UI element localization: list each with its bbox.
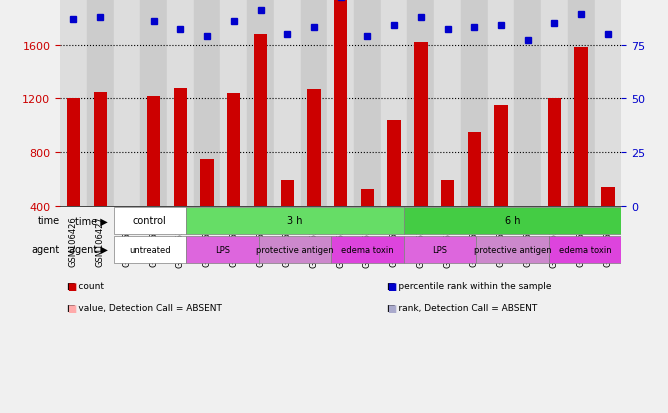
Text: 3 h: 3 h bbox=[287, 216, 303, 226]
Text: protective antigen: protective antigen bbox=[474, 245, 551, 254]
Bar bbox=[514, 0, 541, 206]
Text: edema toxin: edema toxin bbox=[558, 245, 611, 254]
Bar bbox=[568, 0, 595, 206]
Text: LPS: LPS bbox=[215, 245, 230, 254]
Bar bbox=[494, 106, 508, 206]
Bar bbox=[334, 0, 347, 206]
Bar bbox=[94, 93, 107, 206]
Text: ■: ■ bbox=[387, 304, 397, 313]
Text: 6 h: 6 h bbox=[505, 216, 520, 226]
Bar bbox=[274, 0, 301, 206]
Bar bbox=[247, 0, 274, 206]
FancyBboxPatch shape bbox=[476, 237, 548, 263]
Bar bbox=[87, 0, 114, 206]
Bar bbox=[147, 97, 160, 206]
FancyBboxPatch shape bbox=[259, 237, 331, 263]
Bar bbox=[441, 181, 454, 206]
FancyBboxPatch shape bbox=[186, 208, 403, 234]
FancyBboxPatch shape bbox=[114, 237, 186, 263]
Bar bbox=[574, 48, 588, 206]
Text: ■ rank, Detection Call = ABSENT: ■ rank, Detection Call = ABSENT bbox=[387, 304, 538, 313]
Bar bbox=[595, 0, 621, 206]
FancyBboxPatch shape bbox=[403, 208, 621, 234]
FancyBboxPatch shape bbox=[403, 237, 476, 263]
Text: ■: ■ bbox=[67, 281, 76, 291]
Bar bbox=[114, 0, 140, 206]
Bar bbox=[548, 99, 561, 206]
Text: time: time bbox=[38, 216, 60, 226]
Text: untreated: untreated bbox=[129, 245, 170, 254]
FancyBboxPatch shape bbox=[548, 237, 621, 263]
Bar bbox=[414, 43, 428, 206]
Bar bbox=[140, 0, 167, 206]
FancyBboxPatch shape bbox=[114, 208, 186, 234]
Bar bbox=[200, 159, 214, 206]
Bar bbox=[220, 0, 247, 206]
Bar bbox=[354, 0, 381, 206]
Bar bbox=[120, 206, 134, 216]
Text: LPS: LPS bbox=[432, 245, 448, 254]
Text: control: control bbox=[133, 216, 167, 226]
Bar bbox=[307, 90, 321, 206]
Bar bbox=[541, 0, 568, 206]
Bar bbox=[521, 206, 534, 217]
Text: time ▶: time ▶ bbox=[75, 216, 108, 226]
Bar bbox=[167, 0, 194, 206]
Bar bbox=[67, 99, 80, 206]
Bar bbox=[461, 0, 488, 206]
Text: ■ percentile rank within the sample: ■ percentile rank within the sample bbox=[387, 281, 552, 290]
Bar bbox=[361, 189, 374, 206]
Bar bbox=[301, 0, 327, 206]
Text: ■: ■ bbox=[67, 304, 76, 313]
FancyBboxPatch shape bbox=[186, 237, 259, 263]
Bar bbox=[60, 0, 87, 206]
Bar bbox=[407, 0, 434, 206]
Bar bbox=[174, 88, 187, 206]
Text: ■ count: ■ count bbox=[67, 281, 104, 290]
Bar bbox=[387, 121, 401, 206]
Text: agent ▶: agent ▶ bbox=[69, 245, 108, 255]
Text: agent: agent bbox=[32, 245, 60, 255]
FancyBboxPatch shape bbox=[331, 237, 403, 263]
Bar bbox=[227, 94, 240, 206]
Text: ■ value, Detection Call = ABSENT: ■ value, Detection Call = ABSENT bbox=[67, 304, 222, 313]
Bar bbox=[434, 0, 461, 206]
Bar bbox=[281, 181, 294, 206]
Bar bbox=[381, 0, 407, 206]
Bar bbox=[194, 0, 220, 206]
Bar bbox=[327, 0, 354, 206]
Text: ■: ■ bbox=[387, 281, 397, 291]
Bar bbox=[468, 133, 481, 206]
Bar bbox=[254, 35, 267, 206]
Text: edema toxin: edema toxin bbox=[341, 245, 393, 254]
Bar bbox=[601, 188, 615, 206]
Bar bbox=[488, 0, 514, 206]
Text: protective antigen: protective antigen bbox=[256, 245, 334, 254]
